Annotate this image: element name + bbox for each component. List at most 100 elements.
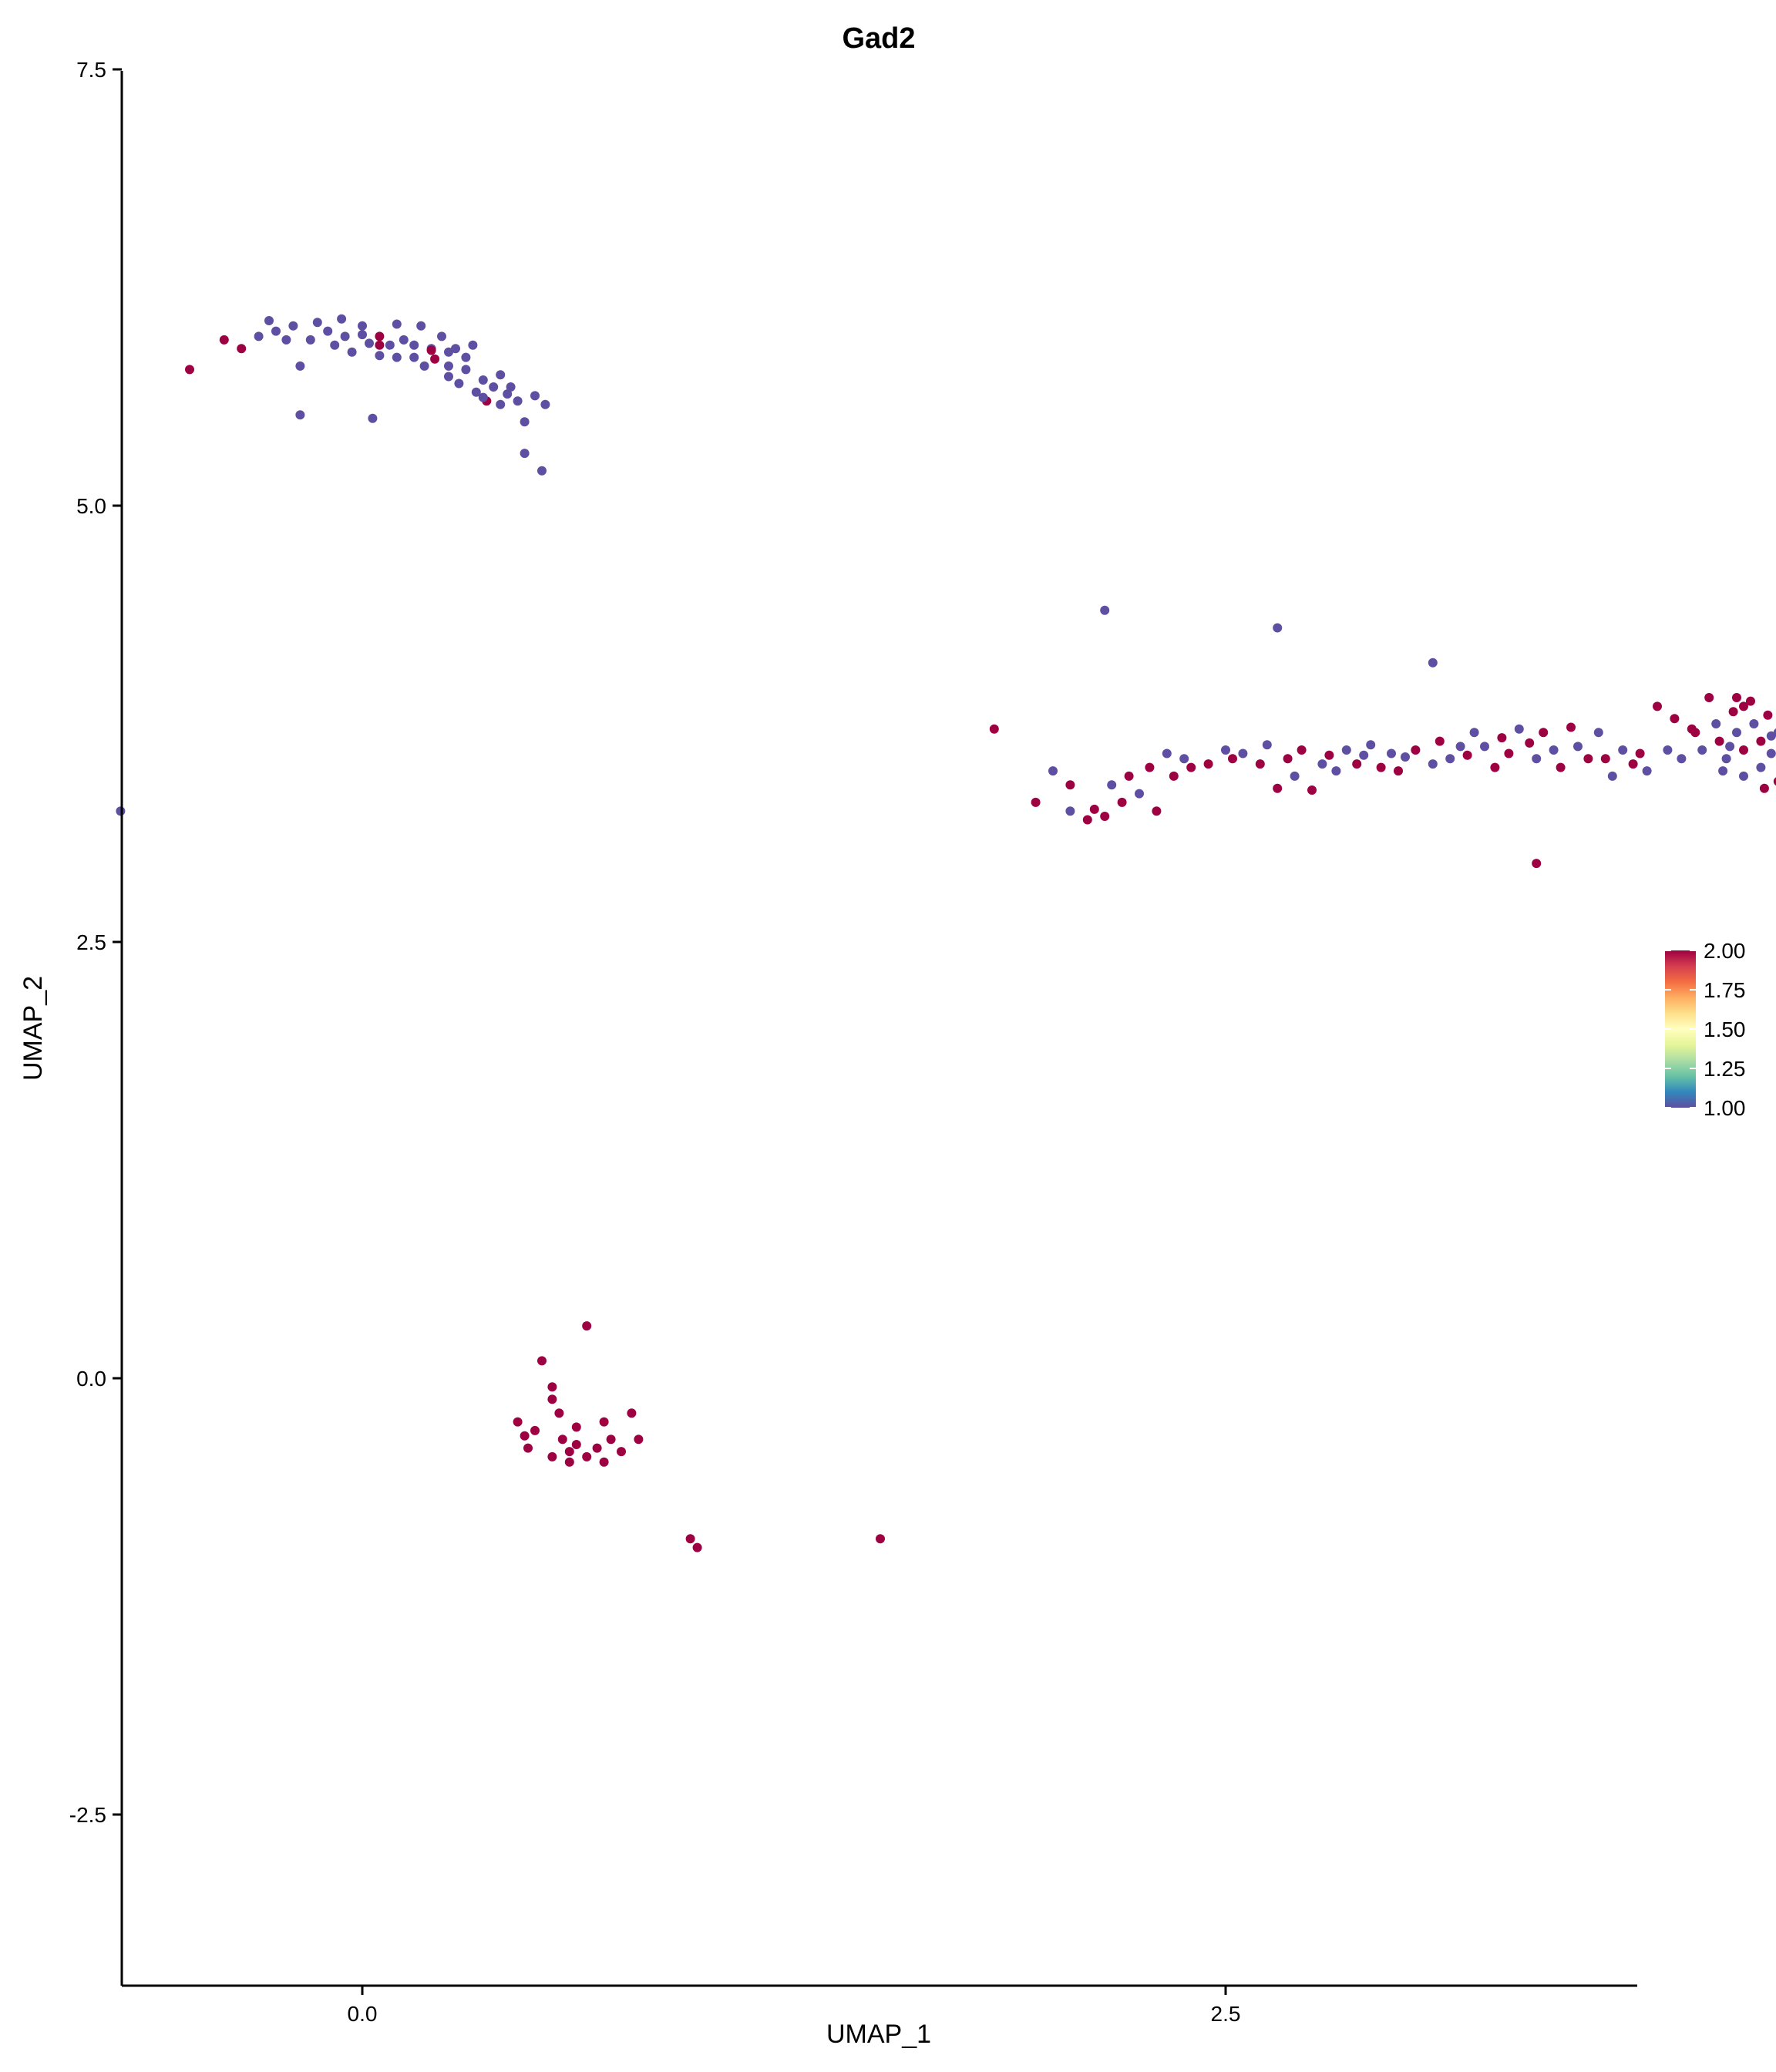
data-point [1455, 742, 1465, 752]
colorbar-legend: 1.00 1.25 1.50 1.75 2.00 [1665, 939, 1746, 1120]
data-point [392, 352, 402, 362]
colorbar-tick-label: 1.00 [1704, 1096, 1746, 1120]
points-layer [116, 314, 1776, 1552]
data-point [254, 331, 264, 341]
data-point [461, 365, 471, 375]
data-point [1690, 728, 1700, 738]
data-point [1273, 783, 1283, 793]
data-point [1697, 745, 1707, 755]
data-point [520, 449, 530, 459]
data-point [375, 351, 385, 361]
data-point [1749, 719, 1759, 728]
data-point [1663, 745, 1673, 755]
data-point [1618, 745, 1628, 755]
data-point [1100, 605, 1110, 615]
data-point [1290, 771, 1300, 781]
data-point [692, 1542, 702, 1552]
y-axis-title: UMAP_2 [18, 976, 48, 1081]
data-point [523, 1443, 533, 1453]
data-point [478, 392, 488, 402]
data-point [1497, 733, 1507, 743]
data-point [1124, 771, 1134, 781]
data-point [416, 321, 426, 331]
data-point [478, 375, 488, 385]
data-point [1283, 754, 1293, 764]
data-point [506, 382, 516, 392]
data-point [305, 335, 315, 345]
data-point [1387, 748, 1396, 758]
data-point [1539, 728, 1549, 738]
y-tick-label: 7.5 [76, 58, 106, 82]
x-ticks: 0.02.55.0 [348, 1986, 1240, 2026]
data-point [530, 1425, 540, 1435]
data-point [264, 316, 274, 325]
data-point [444, 347, 453, 357]
data-point [1273, 623, 1283, 633]
data-point [1480, 742, 1489, 752]
data-point [312, 318, 322, 328]
data-point [1635, 748, 1645, 758]
data-point [1394, 766, 1403, 776]
data-point [1766, 731, 1776, 741]
data-point [1428, 759, 1438, 769]
data-point [1725, 742, 1735, 752]
data-point [1583, 754, 1593, 764]
data-point [1031, 797, 1041, 807]
data-point [1566, 722, 1576, 732]
data-point [1514, 724, 1524, 734]
data-point [1642, 766, 1652, 776]
data-point [1117, 797, 1127, 807]
data-point [409, 352, 419, 362]
data-point [1145, 762, 1155, 772]
data-point [1763, 710, 1773, 720]
data-point [295, 361, 305, 371]
data-point [1411, 745, 1421, 755]
data-point [634, 1435, 644, 1445]
data-point [1721, 754, 1731, 764]
data-point [1677, 754, 1687, 764]
colorbar-tick-label: 2.00 [1704, 939, 1746, 963]
data-point [1739, 745, 1748, 755]
data-point [1504, 748, 1514, 758]
data-point [185, 365, 194, 375]
data-point [1238, 748, 1248, 758]
data-point [1228, 754, 1237, 764]
data-point [1135, 789, 1144, 799]
data-point [1607, 771, 1617, 781]
y-tick-label: -2.5 [69, 1803, 106, 1827]
data-point [1331, 766, 1341, 776]
data-point [1162, 748, 1172, 758]
data-point [1732, 728, 1741, 738]
data-point [1573, 742, 1583, 752]
data-point [375, 331, 385, 341]
data-point [1435, 736, 1445, 746]
data-point [1532, 859, 1542, 869]
data-point [1556, 762, 1566, 772]
data-point [1462, 750, 1472, 760]
data-point [617, 1447, 626, 1457]
data-point [489, 382, 499, 392]
data-point [1186, 762, 1196, 772]
data-point [368, 413, 378, 423]
x-axis-title: UMAP_1 [826, 2020, 931, 2049]
data-point [1255, 759, 1265, 769]
data-point [1428, 658, 1438, 668]
data-point [219, 335, 229, 345]
data-point [281, 335, 291, 345]
colorbar-ticks: 1.00 1.25 1.50 1.75 2.00 [1665, 939, 1746, 1120]
data-point [392, 319, 402, 329]
data-point [530, 391, 540, 401]
data-point [1100, 812, 1110, 821]
data-point [606, 1435, 616, 1445]
data-point [288, 321, 298, 331]
y-tick-label: 0.0 [76, 1367, 106, 1391]
data-point [503, 389, 513, 399]
data-point [295, 410, 305, 420]
data-point [1107, 780, 1117, 790]
data-point [1714, 736, 1724, 746]
data-point [1739, 771, 1748, 781]
data-point [340, 331, 350, 341]
data-point [471, 387, 481, 397]
data-point [1307, 785, 1317, 795]
